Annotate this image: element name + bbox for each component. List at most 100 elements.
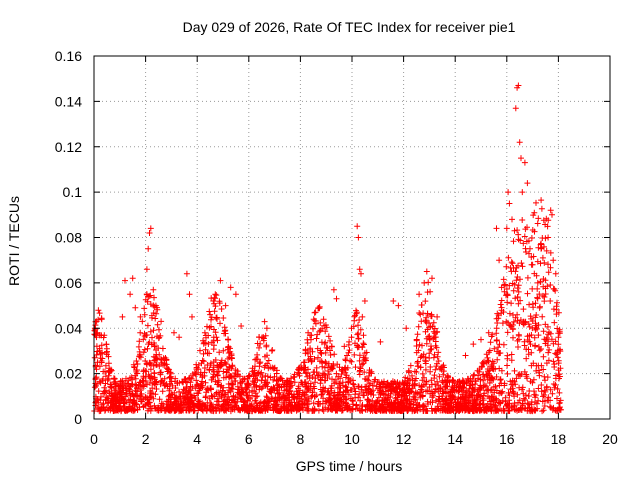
data-point [413,343,420,349]
data-point [333,295,340,302]
data-point [132,375,139,382]
data-point [505,319,511,326]
data-point [103,345,110,352]
data-point [545,394,552,401]
x-tick-label: 6 [245,431,253,447]
data-point [525,351,532,358]
data-point [311,385,318,392]
data-point [137,379,144,386]
data-point [93,343,100,350]
data-point [553,306,560,313]
data-point [167,370,174,377]
data-point [540,217,547,224]
data-point [206,308,213,315]
data-point [293,407,300,414]
data-point [419,377,426,384]
data-point [521,159,528,166]
data-point [404,397,411,404]
data-point [117,388,124,395]
data-point [127,396,134,403]
data-point [290,374,297,381]
data-point [259,374,266,381]
data-point [388,388,395,395]
data-point [144,407,151,414]
data-point [310,407,317,414]
data-point [150,327,157,334]
data-point [526,332,533,339]
data-point [176,334,183,341]
data-point [419,370,426,377]
data-point [475,394,481,401]
data-point [556,400,563,407]
data-point [539,254,546,261]
data-point [544,342,551,349]
data-point [314,372,321,379]
data-point [352,388,359,395]
data-point [344,352,350,359]
data-point [468,392,475,399]
data-point [206,324,213,331]
data-point [208,376,215,383]
data-point [487,339,494,346]
data-point [110,401,117,408]
data-point [358,270,364,277]
data-point [382,395,389,402]
data-point [185,390,192,397]
data-point [333,399,340,406]
data-point [554,354,561,361]
data-point [529,261,536,268]
data-point [259,383,266,390]
data-point [420,402,427,409]
data-point [317,327,324,334]
data-point [494,320,501,326]
data-point [536,347,543,354]
data-point [205,332,212,339]
data-point [508,259,515,266]
data-point [197,347,203,354]
data-point [300,406,306,413]
data-point [191,400,197,407]
data-point [490,401,497,408]
data-point [417,386,424,393]
data-point [435,349,442,356]
data-point [149,314,155,321]
data-point [393,405,399,412]
data-point [322,349,329,356]
data-point [278,406,285,413]
data-point [156,396,163,403]
data-point [542,397,548,404]
data-point [138,390,145,397]
data-point [172,375,179,382]
data-point [503,263,510,270]
data-point [307,345,314,352]
data-point [540,407,547,414]
data-point [126,388,133,395]
data-point [325,391,332,398]
data-point [442,383,449,390]
data-point [356,317,363,323]
data-point [270,376,277,383]
data-point [493,330,500,337]
data-point [320,316,327,323]
data-point [134,361,141,367]
data-point [470,341,477,348]
data-point [331,389,338,396]
data-point [357,326,364,333]
data-point [321,377,328,384]
data-point [146,373,153,380]
data-point [156,326,162,333]
data-point [431,351,438,358]
data-point [439,395,446,402]
data-point [239,396,246,403]
data-point [530,304,537,311]
data-point [417,394,424,401]
data-point [213,314,220,321]
data-point [321,322,328,329]
data-point [220,368,227,375]
data-point [137,393,144,400]
data-point [398,402,405,409]
data-point [538,346,544,352]
data-point [301,391,308,398]
data-point [456,379,463,385]
data-point [389,378,396,385]
